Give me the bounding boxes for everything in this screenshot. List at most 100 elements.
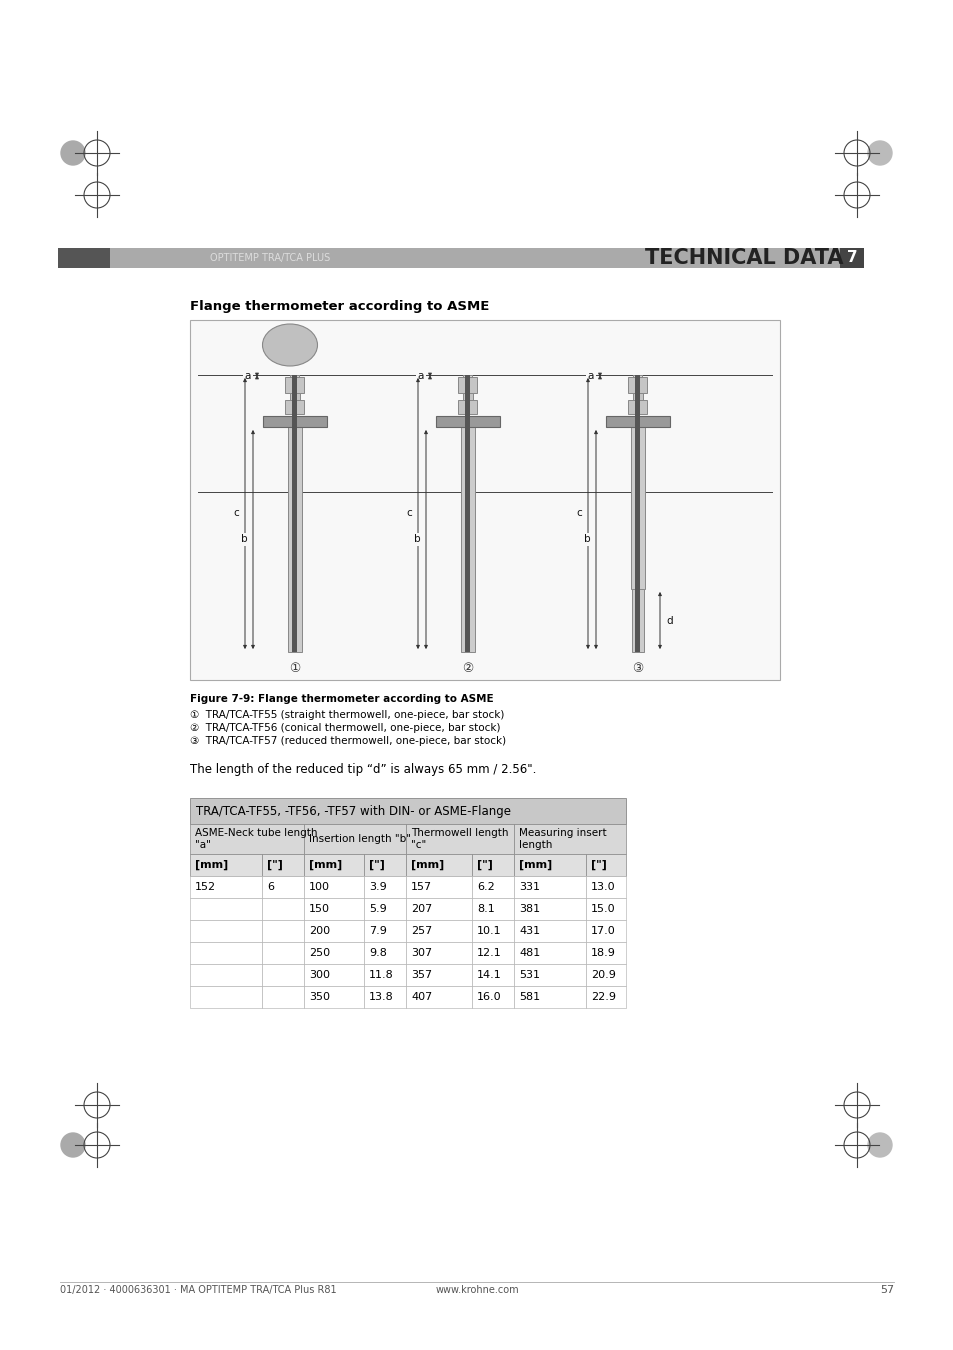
Text: [mm]: [mm] <box>194 860 228 871</box>
Bar <box>262 964 304 986</box>
Bar <box>288 328 302 348</box>
Text: Insertion length "b": Insertion length "b" <box>309 834 411 844</box>
Bar <box>458 377 477 393</box>
Bar <box>190 798 625 823</box>
Bar <box>514 855 585 876</box>
Bar <box>472 942 514 964</box>
Bar <box>190 898 262 919</box>
Text: ASME-Neck tube length
"a": ASME-Neck tube length "a" <box>194 828 317 850</box>
Bar <box>633 375 641 377</box>
Text: 16.0: 16.0 <box>476 992 501 1002</box>
Text: 407: 407 <box>411 992 432 1002</box>
Bar <box>364 876 406 898</box>
Bar <box>472 986 514 1008</box>
Text: ①: ① <box>289 662 300 675</box>
Bar <box>463 375 472 377</box>
Text: 3.9: 3.9 <box>369 882 386 892</box>
Bar <box>262 919 304 942</box>
Text: a: a <box>245 371 251 381</box>
Bar <box>291 375 299 377</box>
Bar <box>288 427 302 652</box>
Text: 5.9: 5.9 <box>369 904 386 914</box>
Bar <box>304 855 364 876</box>
Bar <box>585 898 625 919</box>
Text: Measuring insert
length: Measuring insert length <box>518 828 606 850</box>
Bar <box>585 964 625 986</box>
Bar <box>463 375 472 377</box>
Bar <box>472 898 514 919</box>
Bar <box>304 824 406 855</box>
Bar <box>631 589 643 652</box>
Text: ["]: ["] <box>267 860 283 871</box>
Bar <box>293 375 297 652</box>
Bar <box>406 942 472 964</box>
Bar <box>628 400 647 414</box>
Text: 350: 350 <box>309 992 330 1002</box>
Text: ②: ② <box>462 662 473 675</box>
Bar <box>364 942 406 964</box>
Bar <box>304 942 364 964</box>
Text: TRA/TCA-TF55, -TF56, -TF57 with DIN- or ASME-Flange: TRA/TCA-TF55, -TF56, -TF57 with DIN- or … <box>195 805 511 818</box>
Text: c: c <box>406 509 412 518</box>
Text: ["]: ["] <box>476 860 493 871</box>
Text: 7: 7 <box>846 251 857 266</box>
Text: 11.8: 11.8 <box>369 971 394 980</box>
Bar <box>110 248 840 269</box>
Bar <box>472 876 514 898</box>
Bar <box>190 320 780 680</box>
Text: Thermowell length
"c": Thermowell length "c" <box>411 828 508 850</box>
Bar <box>585 855 625 876</box>
Bar <box>364 964 406 986</box>
Bar <box>263 416 327 427</box>
Bar <box>262 986 304 1008</box>
Bar <box>633 393 642 400</box>
Bar <box>406 986 472 1008</box>
Text: 20.9: 20.9 <box>590 971 616 980</box>
Text: ③: ③ <box>632 662 643 675</box>
Bar <box>290 393 299 400</box>
Text: 10.1: 10.1 <box>476 926 501 936</box>
Bar <box>190 942 262 964</box>
Text: 207: 207 <box>411 904 432 914</box>
Text: 257: 257 <box>411 926 432 936</box>
Bar <box>465 375 470 652</box>
Bar <box>585 942 625 964</box>
Bar <box>630 427 644 589</box>
Bar <box>514 898 585 919</box>
Text: d: d <box>666 616 673 625</box>
Bar <box>514 876 585 898</box>
Bar <box>585 919 625 942</box>
Text: b: b <box>240 535 247 544</box>
Text: ["]: ["] <box>369 860 384 871</box>
Text: c: c <box>233 509 238 518</box>
Text: 6.2: 6.2 <box>476 882 495 892</box>
Text: [mm]: [mm] <box>518 860 552 871</box>
Bar <box>406 898 472 919</box>
Bar <box>633 375 641 377</box>
Bar <box>472 964 514 986</box>
Bar <box>406 876 472 898</box>
Text: c: c <box>576 509 581 518</box>
Bar <box>605 416 669 427</box>
Text: 531: 531 <box>518 971 539 980</box>
Text: 17.0: 17.0 <box>590 926 615 936</box>
Bar <box>628 377 647 393</box>
Text: 100: 100 <box>309 882 330 892</box>
Text: 150: 150 <box>309 904 330 914</box>
Text: ②  TRA/TCA-TF56 (conical thermowell, one-piece, bar stock): ② TRA/TCA-TF56 (conical thermowell, one-… <box>190 724 500 733</box>
Text: 250: 250 <box>309 948 330 958</box>
Text: b: b <box>414 535 420 544</box>
Bar <box>460 427 475 652</box>
Bar <box>635 375 639 652</box>
Text: OPTITEMP TRA/TCA PLUS: OPTITEMP TRA/TCA PLUS <box>210 252 330 263</box>
Ellipse shape <box>262 324 317 366</box>
Bar <box>190 919 262 942</box>
Bar <box>304 986 364 1008</box>
Bar <box>190 876 262 898</box>
Text: 7.9: 7.9 <box>369 926 387 936</box>
Text: ["]: ["] <box>590 860 606 871</box>
Text: 01/2012 · 4000636301 · MA OPTITEMP TRA/TCA Plus R81: 01/2012 · 4000636301 · MA OPTITEMP TRA/T… <box>60 1285 336 1295</box>
Text: 9.8: 9.8 <box>369 948 387 958</box>
Bar <box>514 919 585 942</box>
Text: TECHNICAL DATA: TECHNICAL DATA <box>644 248 842 269</box>
